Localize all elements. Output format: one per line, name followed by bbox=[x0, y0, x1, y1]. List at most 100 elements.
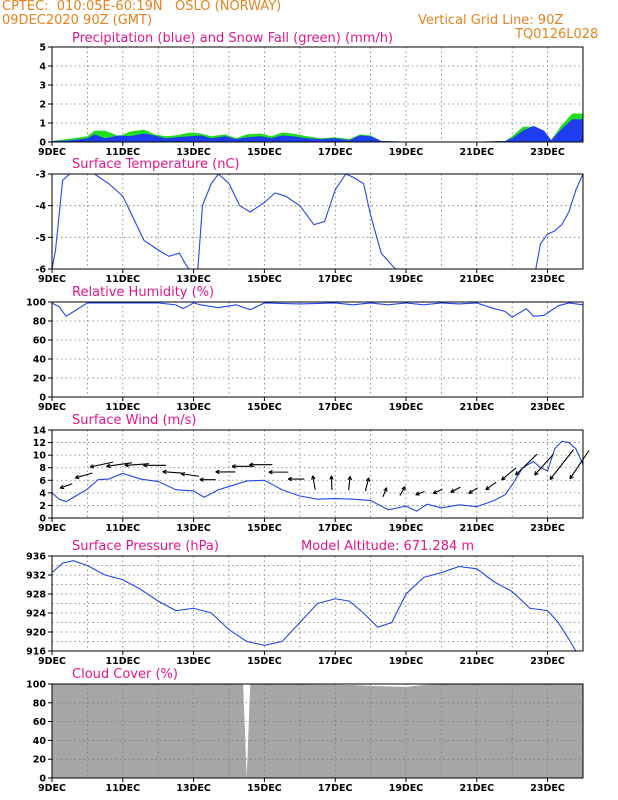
x-tick-label: 15DEC bbox=[247, 147, 282, 158]
panel-rh bbox=[48, 301, 584, 401]
x-tick-label: 19DEC bbox=[389, 274, 424, 285]
wind-vector-head bbox=[365, 477, 371, 482]
y-tick-label: 40 bbox=[33, 355, 47, 366]
panel-frame bbox=[51, 173, 584, 270]
wind-vector bbox=[364, 477, 370, 492]
x-tick-label: 13DEC bbox=[176, 274, 211, 285]
y-tick-label: 936 bbox=[26, 552, 46, 563]
wind-vector bbox=[501, 467, 517, 481]
wind-vector-head bbox=[143, 463, 148, 468]
wind-vector-head bbox=[59, 484, 65, 490]
x-tick-label: 21DEC bbox=[460, 402, 495, 413]
y-tick-label: 1 bbox=[39, 119, 46, 130]
header-code: TQ0126L028 bbox=[515, 27, 599, 42]
y-tick-label: 6 bbox=[39, 476, 46, 487]
x-tick-label: 21DEC bbox=[460, 523, 495, 534]
y-tick-label: 60 bbox=[33, 717, 47, 728]
y-tick-label: 4 bbox=[39, 62, 46, 73]
wind-vector-head bbox=[106, 463, 111, 469]
y-tick-label: 932 bbox=[26, 571, 46, 582]
x-tick-label: 13DEC bbox=[176, 783, 211, 794]
y-tick-label: -6 bbox=[35, 265, 46, 276]
y-tick-label: 924 bbox=[26, 609, 46, 620]
wind-vector-head bbox=[89, 464, 95, 469]
y-tick-label: 5 bbox=[39, 43, 46, 54]
x-tick-label: 23DEC bbox=[530, 523, 565, 534]
x-tick-label: 9DEC bbox=[38, 656, 66, 667]
x-tick-label: 23DEC bbox=[530, 147, 565, 158]
panel-title: Surface Temperature (nC) bbox=[72, 157, 240, 172]
y-tick-label: 0 bbox=[39, 774, 46, 785]
x-tick-label: 11DEC bbox=[106, 402, 141, 413]
wind-vector-head bbox=[569, 474, 574, 480]
x-tick-label: 13DEC bbox=[176, 147, 211, 158]
panel-title: Surface Pressure (hPa) bbox=[72, 539, 219, 554]
y-tick-label: 2 bbox=[39, 501, 46, 512]
wind-vector bbox=[348, 476, 351, 491]
y-tick-label: 100 bbox=[26, 680, 46, 691]
x-tick-label: 19DEC bbox=[389, 402, 424, 413]
wind-vector bbox=[485, 481, 497, 491]
y-tick-label: 10 bbox=[33, 451, 47, 462]
wind-vector-head bbox=[401, 486, 406, 491]
x-tick-label: 23DEC bbox=[530, 783, 565, 794]
panel-frame bbox=[51, 429, 584, 519]
wind-vector-head bbox=[74, 474, 80, 480]
x-tick-label: 13DEC bbox=[176, 402, 211, 413]
x-tick-label: 17DEC bbox=[318, 402, 353, 413]
x-tick-label: 9DEC bbox=[38, 147, 66, 158]
panel-frame bbox=[51, 46, 584, 143]
y-tick-label: -3 bbox=[35, 170, 46, 181]
wind-vector bbox=[450, 486, 461, 493]
x-tick-label: 17DEC bbox=[318, 147, 353, 158]
wind-vector-head bbox=[231, 464, 236, 469]
header-grid-note: Vertical Grid Line: 90Z bbox=[418, 13, 564, 28]
y-tick-label: 60 bbox=[33, 336, 47, 347]
header-station: CPTEC: 010:05E-60:19N OSLO (NORWAY) bbox=[2, 0, 282, 14]
x-tick-label: 17DEC bbox=[318, 783, 353, 794]
y-tick-label: 12 bbox=[33, 438, 46, 449]
wind-vector-head bbox=[515, 471, 520, 476]
wind-vector bbox=[515, 453, 538, 476]
y-tick-label: 14 bbox=[33, 426, 47, 437]
x-tick-label: 15DEC bbox=[247, 402, 282, 413]
x-tick-label: 23DEC bbox=[530, 274, 565, 285]
x-tick-label: 23DEC bbox=[530, 402, 565, 413]
y-tick-label: 40 bbox=[33, 736, 47, 747]
temp-line bbox=[52, 174, 583, 269]
wind-vector-head bbox=[124, 462, 129, 468]
y-tick-label: 80 bbox=[33, 698, 47, 709]
rh-line bbox=[52, 302, 583, 318]
y-tick-label: 928 bbox=[26, 590, 46, 601]
panel-frame bbox=[51, 555, 584, 652]
x-tick-label: 11DEC bbox=[106, 147, 141, 158]
x-tick-label: 9DEC bbox=[38, 402, 66, 413]
panel-note: Model Altitude: 671.284 m bbox=[301, 539, 474, 554]
wind-vector-head bbox=[329, 475, 334, 480]
wind-vector bbox=[382, 487, 388, 497]
panel-temp bbox=[48, 173, 584, 273]
panel-precip bbox=[48, 46, 584, 146]
y-tick-label: -5 bbox=[35, 233, 46, 244]
wind-vector-head bbox=[287, 476, 293, 482]
snowfall-area bbox=[52, 113, 583, 142]
x-tick-label: 17DEC bbox=[318, 274, 353, 285]
x-tick-label: 9DEC bbox=[38, 523, 66, 534]
panel-frame bbox=[51, 301, 584, 398]
panel-title: Relative Humidity (%) bbox=[72, 285, 214, 300]
wind-vector bbox=[569, 450, 590, 480]
x-tick-label: 23DEC bbox=[530, 656, 565, 667]
wind-vector bbox=[432, 488, 443, 494]
wind-vector bbox=[312, 475, 316, 490]
y-tick-label: 916 bbox=[26, 647, 46, 658]
y-tick-label: 4 bbox=[39, 488, 46, 499]
x-tick-label: 15DEC bbox=[247, 783, 282, 794]
wind-vector-head bbox=[249, 462, 254, 467]
wind-vector-head bbox=[534, 471, 539, 476]
y-tick-label: 20 bbox=[33, 755, 47, 766]
wind-vector-head bbox=[485, 485, 490, 491]
y-tick-label: 3 bbox=[39, 81, 46, 92]
wind-vector bbox=[549, 449, 574, 480]
wind-vector-head bbox=[215, 469, 220, 475]
wind-vector-head bbox=[468, 489, 473, 494]
